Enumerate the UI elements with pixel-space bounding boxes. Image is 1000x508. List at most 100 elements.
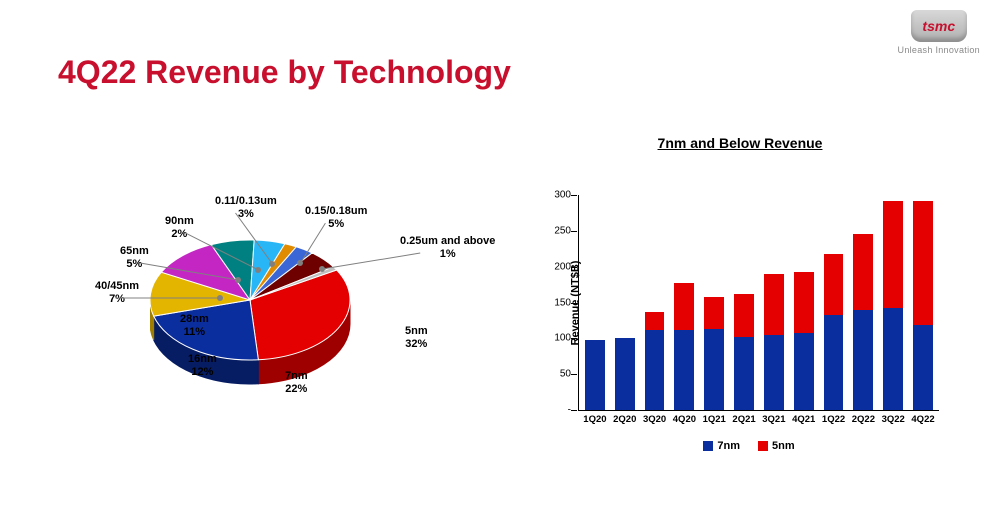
bar-xlabel: 3Q22 <box>882 414 905 425</box>
pie-leader-dot <box>255 267 261 273</box>
bar-segment-7nm <box>615 338 635 410</box>
page-title: 4Q22 Revenue by Technology <box>58 54 511 91</box>
pie-slice-name: 5nm <box>405 325 428 337</box>
bar-segment-5nm <box>645 312 665 330</box>
pie-chart: 5nm32%7nm22%16nm12%28nm11%40/45nm7%65nm5… <box>90 200 420 450</box>
pie-slice-name: 90nm <box>165 215 194 227</box>
pie-leader-dot <box>319 266 325 272</box>
pie-slice-name: 7nm <box>285 370 308 382</box>
legend-label: 7nm <box>717 440 740 452</box>
bar-xlabel: 3Q20 <box>643 414 666 425</box>
pie-slice-pct: 5% <box>305 218 367 231</box>
bar-xlabel: 4Q22 <box>911 414 934 425</box>
ytick-label: 250 <box>554 225 571 236</box>
pie-leader-dot <box>235 277 241 283</box>
bar-segment-7nm <box>824 315 844 410</box>
bar-chart-title: 7nm and Below Revenue <box>520 135 960 151</box>
ytick <box>571 410 577 411</box>
bar-chart: 7nm and Below Revenue Revenue (NT$B) 1Q2… <box>520 135 960 485</box>
pie-slice-label: 28nm11% <box>180 313 209 338</box>
bar-segment-5nm <box>883 201 903 307</box>
bar-column: 3Q21 <box>762 195 786 410</box>
bar-segment-5nm <box>734 294 754 337</box>
pie-leader-dot <box>269 261 275 267</box>
pie-slice-name: 0.11/0.13um <box>215 195 277 207</box>
bar-column: 4Q20 <box>672 195 696 410</box>
pie-slice-pct: 11% <box>180 326 209 339</box>
pie-slice-label: 0.25um and above1% <box>400 235 495 260</box>
pie-slice-label: 65nm5% <box>120 245 149 270</box>
ytick <box>571 195 577 196</box>
bar-column: 1Q21 <box>702 195 726 410</box>
pie-slice-pct: 3% <box>215 208 277 221</box>
bar-segment-7nm <box>853 310 873 410</box>
ytick-label: 100 <box>554 333 571 344</box>
ytick <box>571 303 577 304</box>
pie-slice-name: 16nm <box>188 353 217 365</box>
pie-slice-label: 7nm22% <box>285 370 308 395</box>
bar-segment-7nm <box>794 333 814 410</box>
bar-segment-5nm <box>913 201 933 325</box>
bar-xlabel: 3Q21 <box>762 414 785 425</box>
bar-segment-7nm <box>645 330 665 410</box>
bar-xlabel: 2Q21 <box>732 414 755 425</box>
pie-slice-label: 5nm32% <box>405 325 428 350</box>
pie-leader-line <box>116 298 221 299</box>
ytick-label: - <box>568 405 571 416</box>
ytick <box>571 267 577 268</box>
logo: tsmc Unleash Innovation <box>898 10 980 55</box>
bar-segment-7nm <box>883 308 903 410</box>
legend-label: 5nm <box>772 440 795 452</box>
pie-slice-pct: 7% <box>95 293 139 306</box>
pie-leader-dot <box>217 295 223 301</box>
bar-segment-7nm <box>734 337 754 410</box>
pie-slice-label: 0.11/0.13um3% <box>215 195 277 220</box>
bar-xlabel: 1Q20 <box>583 414 606 425</box>
pie-slice-name: 28nm <box>180 313 209 325</box>
bar-xlabel: 1Q22 <box>822 414 845 425</box>
ytick <box>571 231 577 232</box>
pie-slice-name: 65nm <box>120 245 149 257</box>
pie-slice-pct: 12% <box>188 366 217 379</box>
bar-legend: 7nm 5nm <box>520 440 960 452</box>
pie-slice-label: 40/45nm7% <box>95 280 139 305</box>
ytick-label: 150 <box>554 297 571 308</box>
bar-segment-5nm <box>853 234 873 309</box>
bar-segment-7nm <box>764 335 784 410</box>
pie-leader-dot <box>297 260 303 266</box>
bar-xlabel: 2Q22 <box>852 414 875 425</box>
bar-segment-7nm <box>674 330 694 410</box>
bar-column: 2Q21 <box>732 195 756 410</box>
pie-slice-label: 90nm2% <box>165 215 194 240</box>
logo-tagline: Unleash Innovation <box>898 45 980 55</box>
bar-column: 4Q22 <box>911 195 935 410</box>
bar-segment-5nm <box>794 272 814 333</box>
pie-slice-label: 0.15/0.18um5% <box>305 205 367 230</box>
bar-segment-7nm <box>704 329 724 410</box>
logo-shape: tsmc <box>911 10 967 42</box>
pie-slice-pct: 32% <box>405 338 428 351</box>
legend-swatch <box>758 441 768 451</box>
ytick-label: 300 <box>554 190 571 201</box>
legend-swatch <box>703 441 713 451</box>
pie-slice-pct: 22% <box>285 383 308 396</box>
bar-columns: 1Q202Q203Q204Q201Q212Q213Q214Q211Q222Q22… <box>579 195 939 410</box>
bar-xlabel: 2Q20 <box>613 414 636 425</box>
bar-segment-5nm <box>764 274 784 335</box>
ytick-label: 200 <box>554 261 571 272</box>
bar-column: 1Q22 <box>822 195 846 410</box>
pie-slice-label: 16nm12% <box>188 353 217 378</box>
bar-segment-7nm <box>913 325 933 410</box>
pie-slice-name: 40/45nm <box>95 280 139 292</box>
logo-text: tsmc <box>922 18 955 34</box>
bar-column: 3Q22 <box>881 195 905 410</box>
bar-column: 4Q21 <box>792 195 816 410</box>
bar-column: 3Q20 <box>643 195 667 410</box>
bar-column: 2Q20 <box>613 195 637 410</box>
ytick-label: 50 <box>560 369 571 380</box>
bar-xlabel: 4Q21 <box>792 414 815 425</box>
bar-segment-5nm <box>704 297 724 329</box>
ytick <box>571 338 577 339</box>
pie-slice-name: 0.25um and above <box>400 235 495 247</box>
bar-plot-area: Revenue (NT$B) 1Q202Q203Q204Q201Q212Q213… <box>578 195 939 411</box>
